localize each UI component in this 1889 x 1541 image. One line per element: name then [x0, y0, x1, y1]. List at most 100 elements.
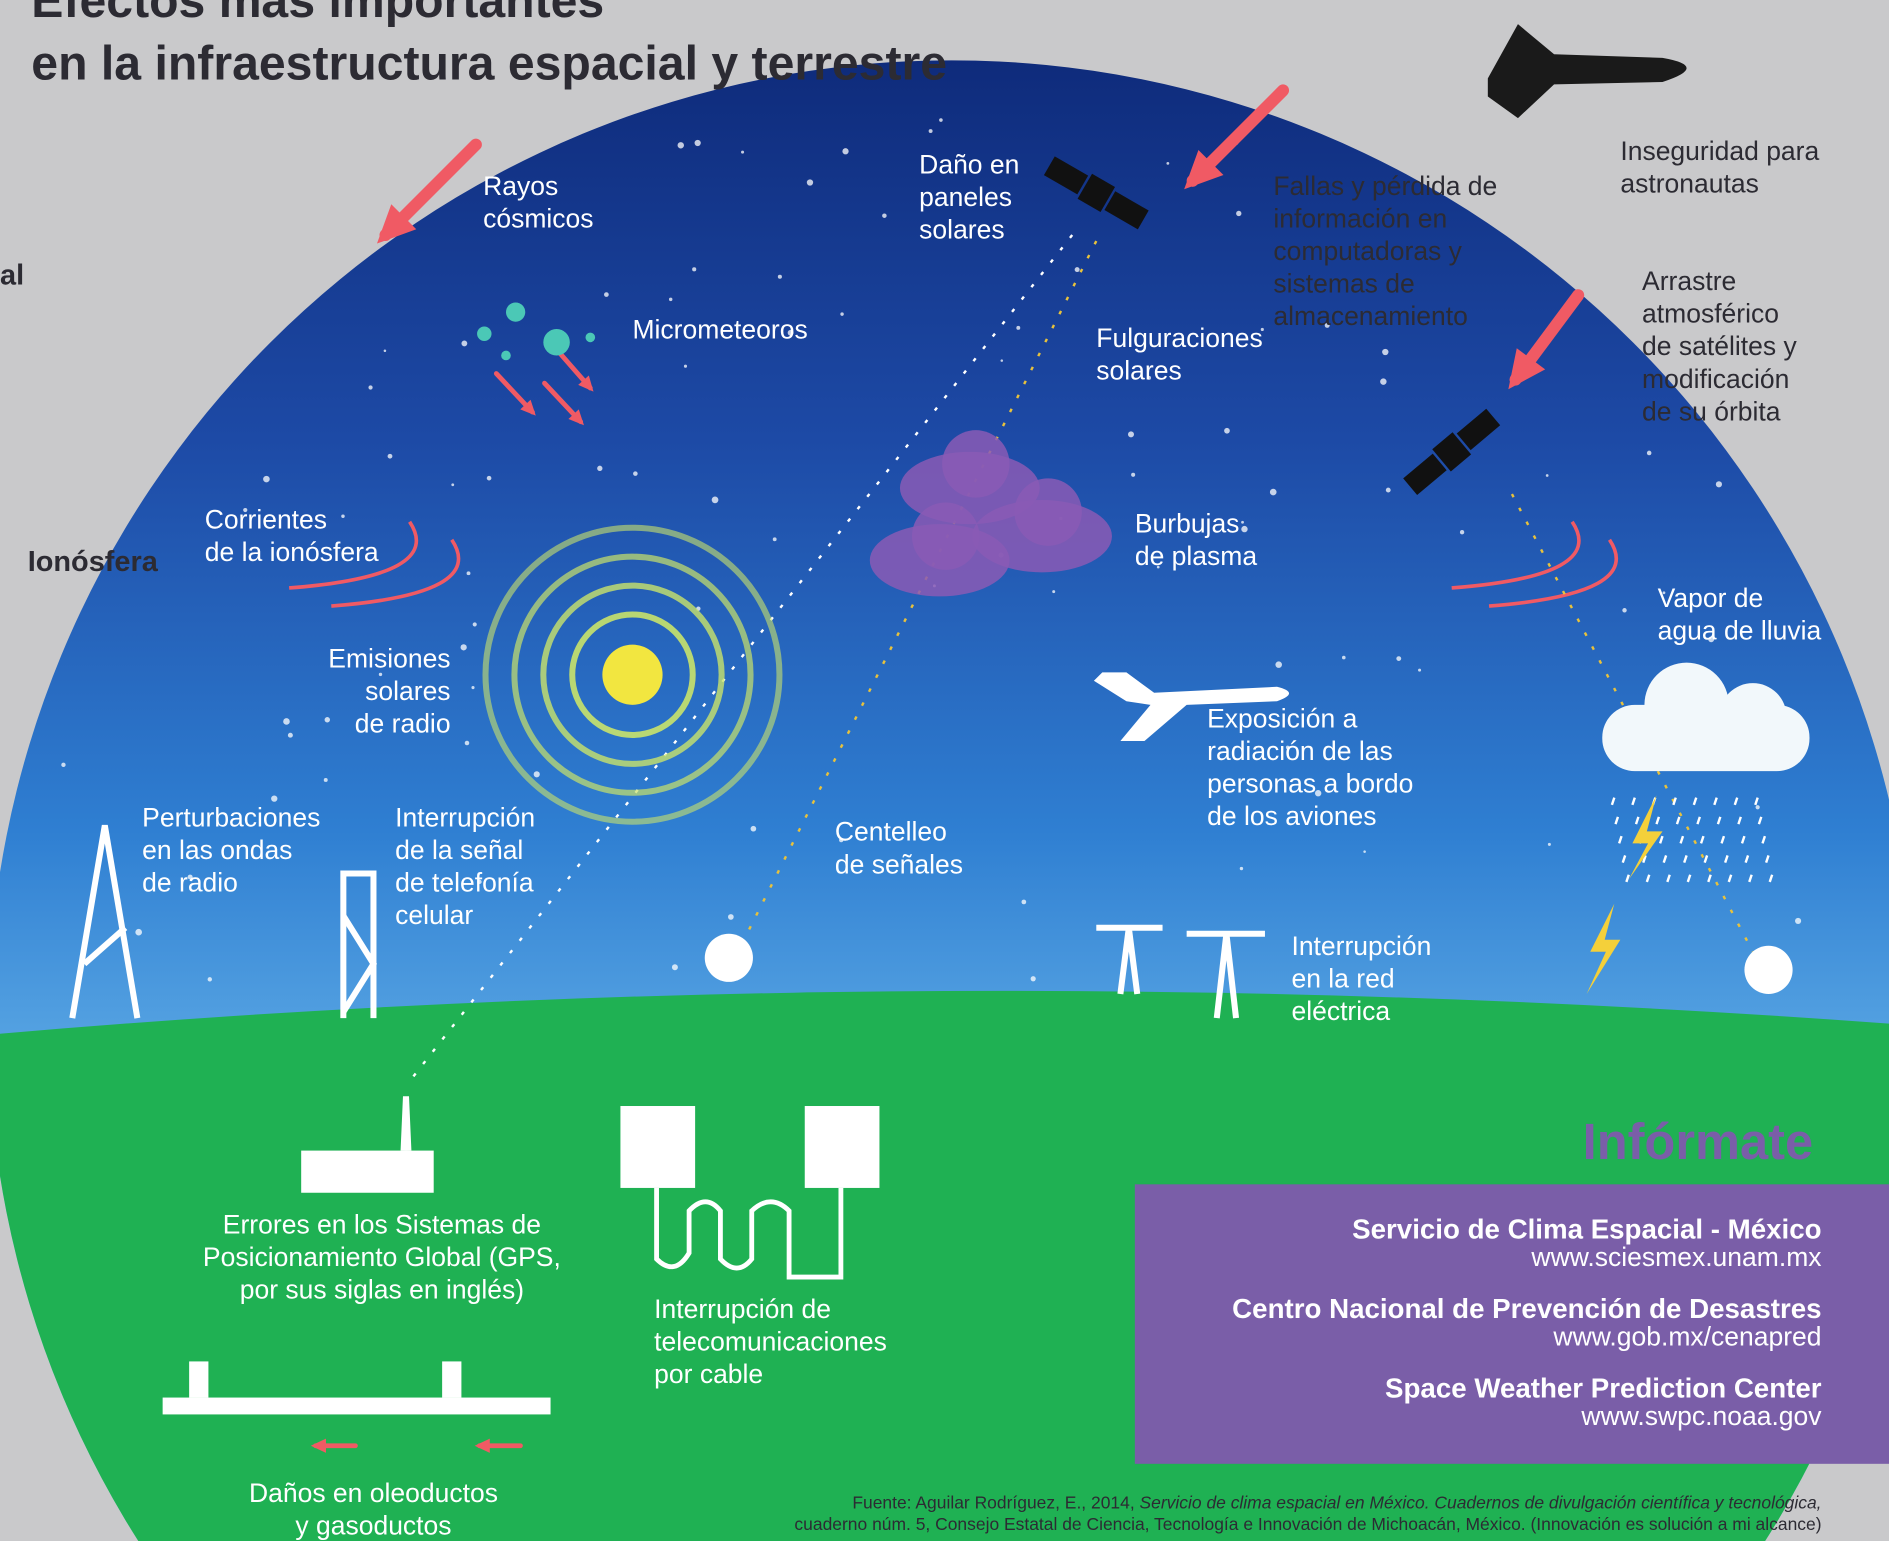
arrow-head: [520, 399, 536, 416]
star: [1385, 487, 1391, 493]
label-line: información en: [1273, 204, 1447, 234]
arrow-head: [578, 375, 594, 392]
pipeline: [162, 1397, 551, 1415]
raindrop: [1642, 855, 1647, 864]
label-line: Errores en los Sistemas de: [223, 1209, 541, 1239]
meteor: [585, 332, 596, 343]
star: [477, 879, 482, 885]
rain-cloud: [1644, 662, 1729, 748]
label-line: Interrupción de: [654, 1294, 831, 1324]
raindrop: [1699, 835, 1705, 844]
raindrop: [1610, 797, 1616, 806]
star: [1622, 608, 1627, 613]
raindrop: [1686, 874, 1692, 883]
satellite-body: [1077, 173, 1115, 212]
label-line: Fallas y pérdida de: [1273, 171, 1497, 201]
raindrop: [1621, 855, 1627, 864]
star: [324, 717, 331, 723]
side-label: Ionósfera: [28, 546, 159, 578]
raindrop: [1707, 874, 1712, 883]
star: [1241, 525, 1248, 533]
label-line: cósmicos: [483, 204, 593, 234]
label-line: Burbujas: [1135, 508, 1240, 538]
star: [604, 292, 609, 297]
star: [928, 129, 933, 134]
arrow-head: [1508, 348, 1546, 390]
arrow-head: [474, 1438, 490, 1453]
label-line: solares: [919, 214, 1004, 244]
label-line: solares: [1096, 355, 1181, 385]
star: [283, 718, 290, 725]
label-line: Interrupción: [1291, 931, 1431, 961]
title-line: Efectos más importantes: [31, 0, 604, 28]
raindrop: [1634, 816, 1640, 825]
star: [1127, 431, 1135, 438]
label-line: y gasoductos: [295, 1511, 451, 1541]
star: [1166, 162, 1170, 165]
star: [1000, 359, 1004, 362]
satellite-body: [1432, 432, 1472, 472]
star: [461, 340, 468, 347]
raindrop: [1662, 855, 1668, 864]
star: [1285, 745, 1290, 750]
star: [263, 475, 270, 483]
label-line: almacenamiento: [1273, 301, 1467, 331]
star: [692, 267, 697, 272]
raindrop: [1617, 835, 1623, 844]
pipeline-valve: [189, 1361, 209, 1398]
label-line: Centelleo: [835, 817, 947, 847]
label-line: atmosférico: [1642, 299, 1779, 329]
star: [207, 977, 212, 982]
radio-ring: [540, 582, 725, 767]
star: [1363, 850, 1366, 853]
airplane: [1093, 672, 1290, 741]
raindrop: [1768, 874, 1774, 883]
star: [741, 150, 745, 154]
star: [1382, 348, 1389, 356]
star: [694, 139, 701, 147]
star: [633, 471, 638, 476]
star: [1269, 488, 1277, 496]
star: [1260, 327, 1264, 332]
meteor: [505, 302, 526, 322]
current: [288, 520, 419, 590]
star: [341, 514, 345, 518]
label-line: Exposición a: [1207, 704, 1358, 734]
satellite-panel: [1403, 453, 1447, 496]
star: [1755, 805, 1760, 810]
star: [1646, 450, 1652, 456]
current: [331, 538, 461, 608]
sun: [602, 644, 663, 705]
radio-ring: [511, 553, 754, 796]
rain-cloud: [1719, 683, 1787, 751]
label-line: Daño en: [919, 149, 1019, 179]
raindrop: [1692, 797, 1698, 806]
radio-ring: [569, 611, 696, 738]
info-url: www.gob.mx/cenapred: [1552, 1322, 1821, 1352]
arrow-head: [376, 204, 417, 244]
star: [1224, 427, 1230, 434]
label-line: Corrientes: [205, 505, 327, 535]
star: [1662, 591, 1666, 595]
raindrop: [1740, 835, 1746, 844]
label-line: Micrometeoros: [632, 314, 807, 344]
star: [323, 777, 328, 782]
label-line: Inseguridad para: [1620, 136, 1819, 166]
arrow-head: [310, 1438, 326, 1453]
star: [842, 148, 849, 155]
label-line: Perturbaciones: [142, 802, 320, 832]
star: [1380, 378, 1387, 385]
star: [1074, 267, 1080, 273]
star: [1021, 899, 1027, 905]
label-line: Arrastre: [1642, 266, 1736, 296]
label-line: de telefonía: [395, 867, 534, 897]
info-name: Servicio de Clima Espacial - México: [1352, 1214, 1821, 1245]
source-prefix: Fuente: Aguilar Rodríguez, E., 2014,: [852, 1492, 1139, 1512]
label-line: de señales: [835, 849, 963, 879]
label-line: de la ionósfera: [205, 537, 379, 567]
star: [839, 837, 844, 843]
raindrop: [1625, 874, 1630, 883]
star: [787, 329, 794, 336]
label-line: de plasma: [1135, 541, 1258, 571]
